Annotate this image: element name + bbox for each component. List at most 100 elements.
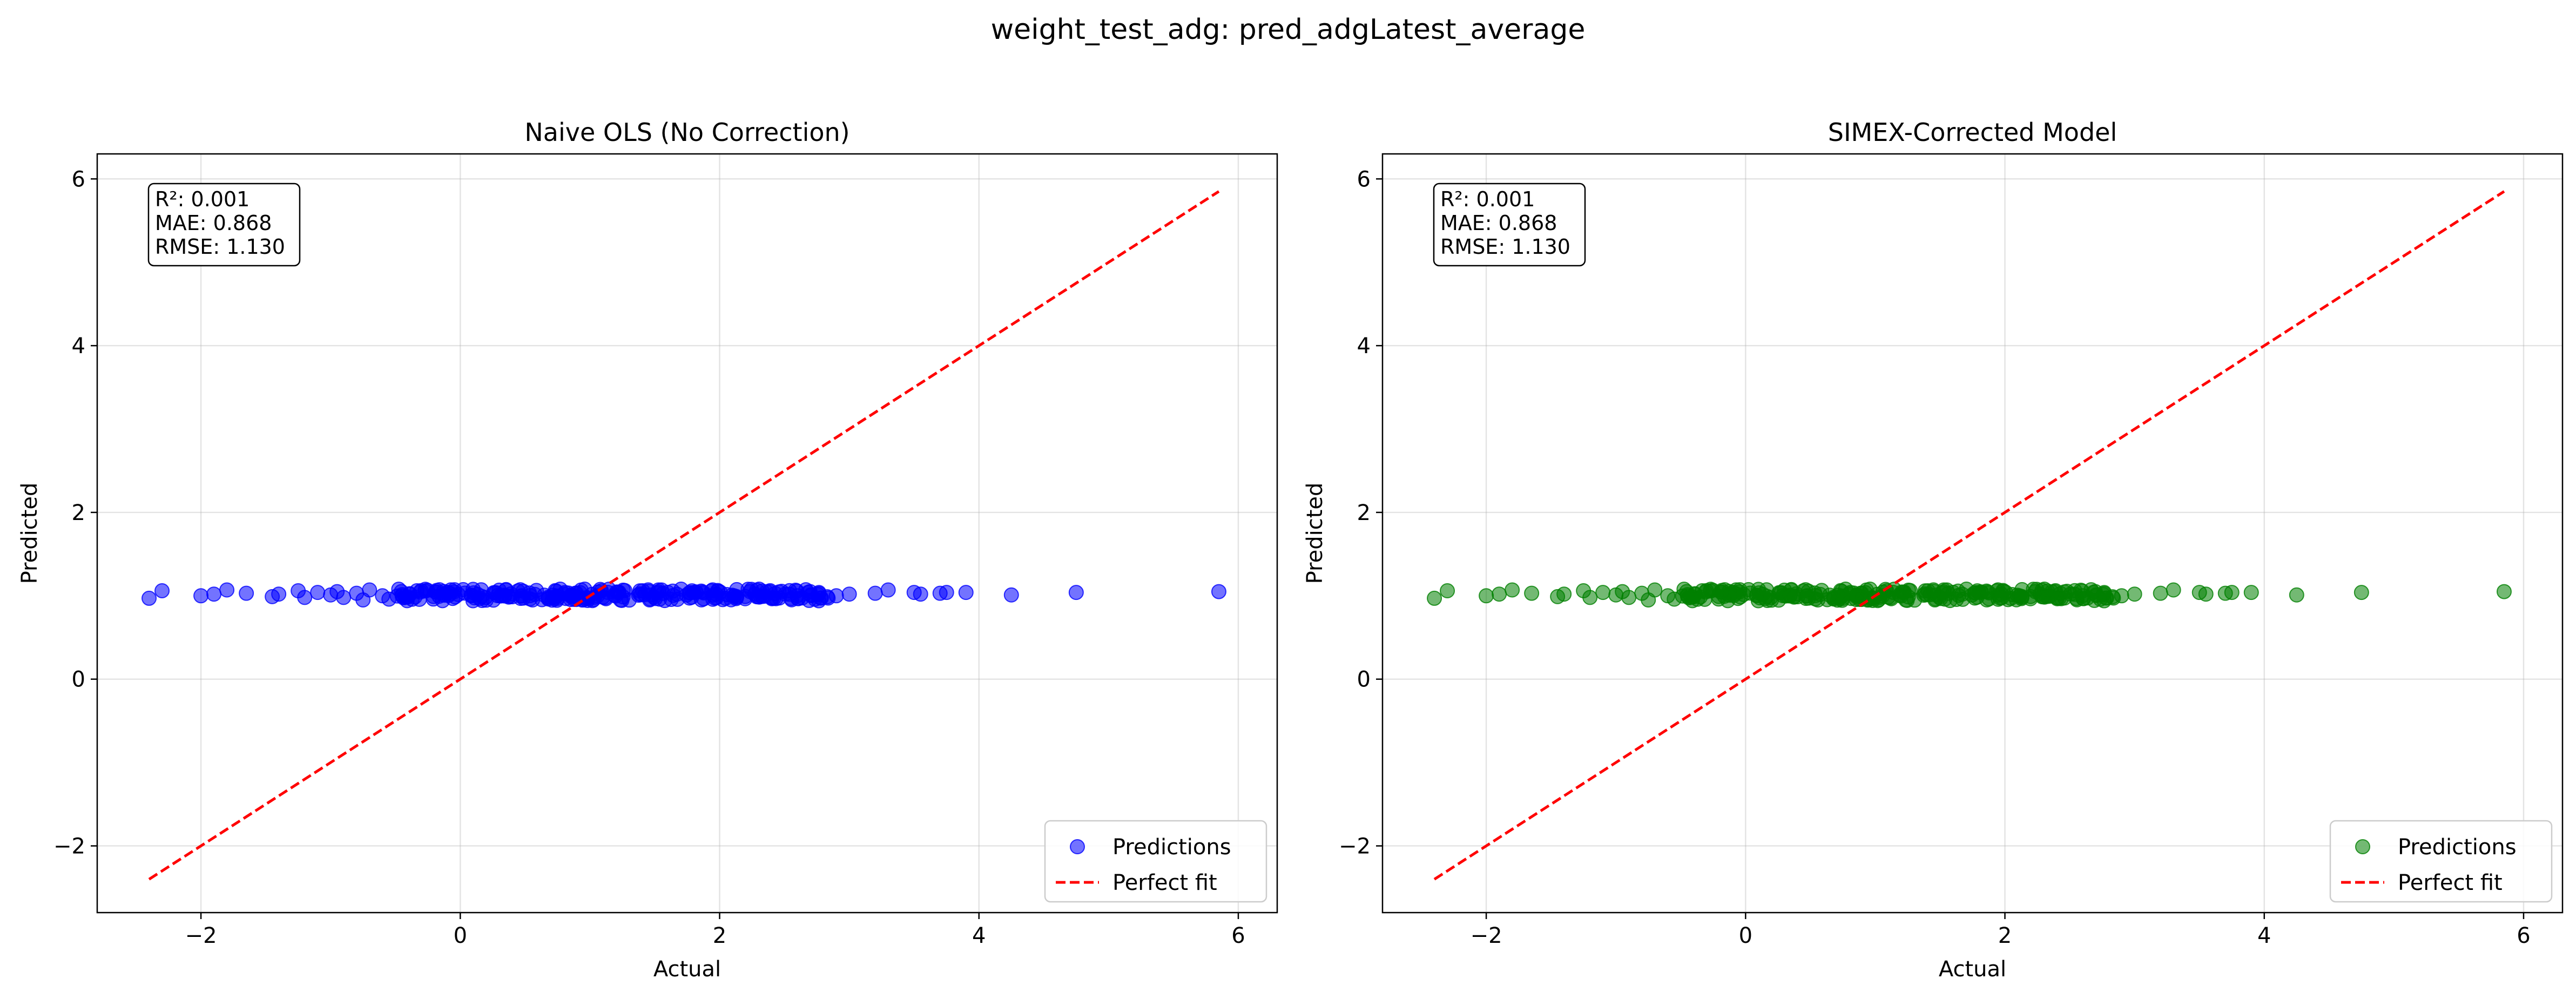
x-tick-label: 6: [1231, 923, 1245, 948]
data-point: [239, 585, 254, 601]
legend-marker-predictions: [1070, 839, 1085, 854]
data-point: [1834, 584, 1850, 599]
legend-frame: [1044, 820, 1267, 903]
data-point: [297, 590, 313, 605]
legend-label: Predictions: [1112, 835, 1231, 860]
data-point: [1937, 591, 1953, 607]
legend: Predictions Perfect fit: [2329, 820, 2553, 903]
chart-panel-2: −2 0 2 4 6 −2 0 2 4 6 SIMEX-Corrected Model Actual P…: [1303, 118, 2564, 982]
data-point: [362, 582, 377, 598]
data-point: [1003, 587, 1019, 603]
data-point: [1730, 591, 1746, 606]
data-point: [1556, 586, 1572, 602]
series-predictions: [1427, 581, 2512, 609]
stats-line: R²: 0.001: [155, 187, 249, 211]
x-tick-label: 0: [454, 923, 467, 948]
data-point: [1647, 582, 1663, 598]
stats-line: MAE: 0.868: [155, 211, 272, 235]
data-point: [2053, 591, 2069, 606]
data-point: [652, 591, 667, 607]
perfect-fit-line: [1433, 190, 2505, 881]
data-point: [958, 585, 974, 600]
x-axis-label: Actual: [653, 957, 721, 982]
stats-box: [1433, 183, 1586, 267]
data-point: [497, 588, 512, 603]
data-point: [1959, 582, 1974, 597]
data-point: [394, 587, 410, 603]
data-point: [527, 586, 543, 602]
data-point: [1595, 585, 1611, 600]
data-point: [206, 586, 222, 602]
data-point: [1812, 586, 1828, 602]
data-point: [310, 585, 326, 600]
data-point: [2289, 587, 2304, 603]
legend: Predictions Perfect fit: [1044, 820, 1267, 903]
y-tick-label: 6: [72, 167, 85, 192]
x-tick-label: 6: [2517, 923, 2530, 948]
data-point: [1582, 590, 1598, 605]
chart-title: Naive OLS (No Correction): [524, 118, 849, 147]
data-point: [141, 590, 157, 606]
data-point: [600, 585, 616, 600]
y-tick-label: 0: [1357, 667, 1371, 692]
stats-line: RMSE: 1.130: [155, 235, 285, 259]
x-tick-label: 0: [1739, 923, 1752, 948]
data-point: [726, 588, 742, 604]
data-point: [803, 587, 819, 603]
data-point: [2354, 585, 2369, 600]
data-point: [154, 583, 170, 599]
data-point: [1427, 590, 1442, 606]
data-point: [1068, 585, 1084, 600]
data-point: [1899, 592, 1915, 608]
data-point: [673, 582, 689, 597]
data-point: [2198, 586, 2214, 602]
data-point: [1492, 586, 1507, 602]
stats-box: [147, 183, 301, 267]
y-tick-label: −2: [1339, 834, 1371, 859]
data-point: [2105, 589, 2120, 605]
x-tick-label: 4: [2257, 923, 2271, 948]
data-point: [428, 584, 444, 600]
data-point: [1885, 585, 1901, 600]
y-tick-label: 2: [1357, 501, 1371, 525]
axes-frame: [96, 153, 1278, 914]
data-point: [819, 589, 835, 605]
x-tick-label: −2: [1471, 923, 1502, 948]
data-point: [1211, 584, 1226, 599]
data-point: [549, 584, 564, 599]
data-point: [472, 591, 488, 606]
x-tick-label: 2: [713, 923, 726, 948]
data-point: [913, 586, 928, 602]
data-point: [1782, 588, 1798, 603]
data-point: [707, 590, 723, 606]
x-axis-label: Actual: [1939, 957, 2006, 982]
data-point: [614, 592, 630, 608]
data-point: [2012, 588, 2027, 604]
stats-line: R²: 0.001: [1440, 187, 1535, 211]
y-axis-label: Predicted: [1303, 483, 1327, 584]
data-point: [1440, 583, 1455, 599]
data-point: [880, 582, 896, 598]
data-point: [1621, 590, 1637, 605]
chart-title: SIMEX-Corrected Model: [1828, 118, 2117, 147]
x-tick-label: 4: [972, 923, 986, 948]
data-point: [2029, 582, 2045, 597]
data-point: [2496, 584, 2512, 599]
data-point: [336, 590, 352, 605]
data-point: [271, 586, 287, 602]
y-tick-label: 2: [72, 501, 85, 525]
data-point: [867, 585, 883, 601]
data-point: [1524, 585, 1540, 601]
data-point: [2127, 586, 2142, 602]
data-point: [1680, 587, 1695, 603]
data-point: [1992, 590, 2008, 606]
data-point: [193, 588, 209, 604]
legend-label: Predictions: [2398, 835, 2517, 860]
data-point: [1479, 588, 1494, 604]
y-axis-label: Predicted: [17, 483, 42, 584]
legend-marker-predictions: [2355, 839, 2370, 854]
data-point: [219, 582, 235, 598]
data-point: [445, 591, 461, 606]
